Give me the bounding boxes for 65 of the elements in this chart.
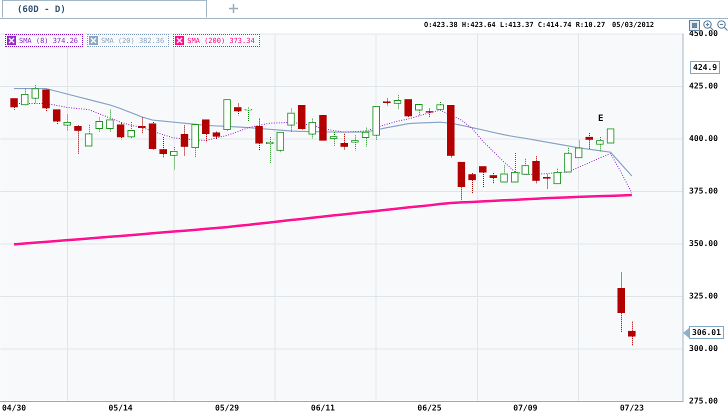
candlestick [468,172,476,194]
candlestick [532,156,540,184]
candlestick [202,119,210,143]
x-tick-label: 06/11 [310,403,336,412]
candlestick [564,147,572,172]
candlestick [159,136,167,158]
candlestick [95,117,104,133]
x-tick-label: 05/14 [108,403,133,412]
text: 424.9 [690,61,720,74]
candlestick [340,133,348,152]
candlestick [522,158,530,175]
candlestick [32,84,40,104]
candlestick [287,108,295,133]
candlestick [20,88,29,106]
candlestick [414,104,423,117]
candlestick [308,118,316,140]
y-tick-label: 275.00 [689,396,718,406]
y-tick-label: 325.00 [689,292,718,301]
candlestick [266,136,274,164]
candlestick [212,131,220,140]
candlestick [116,122,124,140]
candlestick [490,172,498,184]
chart-title: (60D - D) [2,0,207,18]
annotation: E [598,114,604,124]
candlestick [244,106,252,122]
x-tick-label: 05/29 [215,403,240,412]
candlestick [170,146,178,170]
candlestick [394,94,402,110]
candlestick [330,132,338,148]
candlestick [436,102,444,112]
candlestick [148,122,156,150]
candlestick [574,140,582,158]
candlestick [106,109,114,132]
y-tick-label: 400.00 [689,134,718,144]
candlestick [596,136,604,153]
candlestick [362,127,370,148]
candlestick [404,99,412,118]
candlestick [42,90,50,112]
x-tick-label: 04/30 [2,403,26,412]
x-tick-label: 07/23 [620,403,644,412]
text: 306.01 [689,326,724,339]
x-tick-label: 06/25 [417,403,442,412]
candlestick [628,321,636,347]
x-tick-label: 07/09 [513,403,538,412]
y-tick-label: 350.00 [689,239,718,248]
y-tick-label: 425.00 [689,82,718,91]
candlestick [255,118,263,152]
candlestick [127,122,136,140]
candlestick [138,117,146,134]
candlestick [510,152,519,183]
candlestick [74,124,82,154]
candlestick [276,132,284,154]
candlestick [500,164,508,183]
candlestick [180,124,188,157]
candlestick [446,105,455,158]
candlestick [234,102,242,116]
candlestick [298,105,306,130]
y-tick-label: 300.00 [689,344,718,353]
candlestick [223,99,231,132]
candlestick [372,106,380,141]
candlestick [553,168,562,184]
y-tick-label: 375.00 [689,186,718,196]
candlestick [458,162,466,202]
candlestick [617,272,626,334]
candlestick [84,124,92,146]
